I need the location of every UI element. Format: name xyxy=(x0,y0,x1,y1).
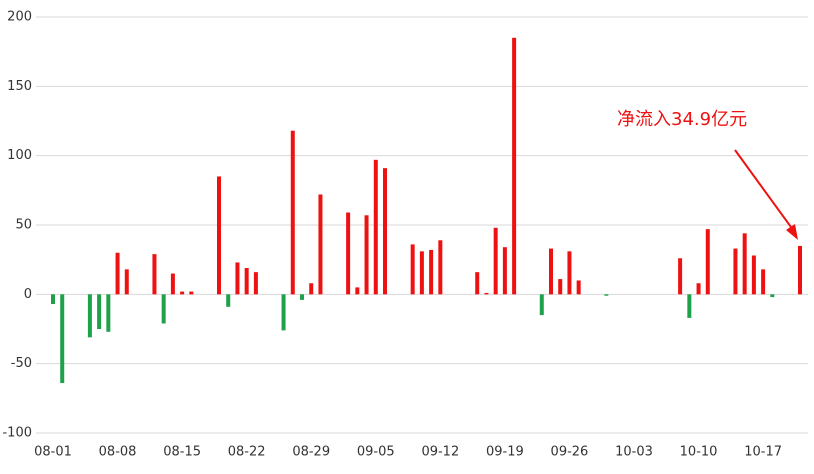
bar xyxy=(106,294,111,332)
bar xyxy=(152,254,157,295)
x-tick-label: 08-15 xyxy=(163,445,201,460)
bar xyxy=(373,159,378,295)
bar xyxy=(180,291,185,295)
x-tick-label: 09-19 xyxy=(486,445,524,460)
bar xyxy=(383,168,387,295)
x-tick-label: 10-17 xyxy=(744,445,782,460)
y-tick-label: -50 xyxy=(11,356,32,371)
bar xyxy=(770,294,775,298)
bar xyxy=(318,194,323,295)
bar xyxy=(484,292,489,295)
x-tick-label: 08-22 xyxy=(228,445,266,460)
bar xyxy=(733,248,738,295)
bar xyxy=(217,176,221,295)
y-tick-label: 200 xyxy=(7,10,32,25)
bar xyxy=(124,269,129,295)
bar xyxy=(170,273,175,295)
bar xyxy=(429,249,434,295)
bar xyxy=(309,283,314,295)
bar xyxy=(410,244,415,295)
bar xyxy=(226,294,231,307)
bar xyxy=(438,240,443,295)
bar xyxy=(60,294,65,384)
bar xyxy=(97,294,102,329)
bar xyxy=(512,37,517,295)
bar xyxy=(290,130,295,295)
annotation: 净流入34.9亿元 xyxy=(617,109,747,130)
bar xyxy=(742,233,747,295)
bar xyxy=(300,294,304,300)
bar xyxy=(567,251,572,295)
bar xyxy=(696,283,701,295)
bar xyxy=(235,262,240,295)
x-tick-label: 10-10 xyxy=(680,445,718,460)
bar xyxy=(364,215,369,295)
bar xyxy=(244,267,249,295)
bar xyxy=(576,280,581,295)
bar xyxy=(281,294,286,331)
bar xyxy=(161,294,166,324)
bar xyxy=(539,294,544,316)
x-tick-label: 08-01 xyxy=(34,445,72,460)
y-tick-label: 0 xyxy=(24,287,32,302)
bar xyxy=(687,294,692,318)
bar xyxy=(87,294,92,338)
bar xyxy=(475,272,480,295)
x-tick-label: 08-29 xyxy=(292,445,330,460)
bar xyxy=(502,247,507,295)
bar xyxy=(558,279,563,295)
bar xyxy=(751,255,756,295)
bar xyxy=(51,294,55,305)
annotation-arrow xyxy=(734,149,797,235)
bar xyxy=(549,248,553,295)
bar xyxy=(678,258,683,295)
x-tick-label: 09-05 xyxy=(357,445,395,460)
x-tick-label: 09-26 xyxy=(551,445,589,460)
x-tick-label: 10-03 xyxy=(615,445,653,460)
bar xyxy=(705,229,710,295)
bar xyxy=(346,212,351,295)
bar xyxy=(253,272,258,295)
y-tick-label: 150 xyxy=(7,79,32,94)
arrow-head xyxy=(786,223,798,240)
bar xyxy=(115,252,120,295)
y-tick-label: -100 xyxy=(2,426,32,441)
bar xyxy=(761,269,766,295)
x-tick-label: 09-12 xyxy=(421,445,459,460)
bar xyxy=(419,251,424,295)
bar xyxy=(493,227,498,295)
y-tick-label: 100 xyxy=(7,148,32,163)
y-tick-label: 50 xyxy=(15,218,32,233)
bar xyxy=(189,291,194,295)
bar xyxy=(798,245,802,295)
x-tick-label: 08-08 xyxy=(99,445,137,460)
bar xyxy=(355,287,360,295)
bar xyxy=(604,294,609,296)
